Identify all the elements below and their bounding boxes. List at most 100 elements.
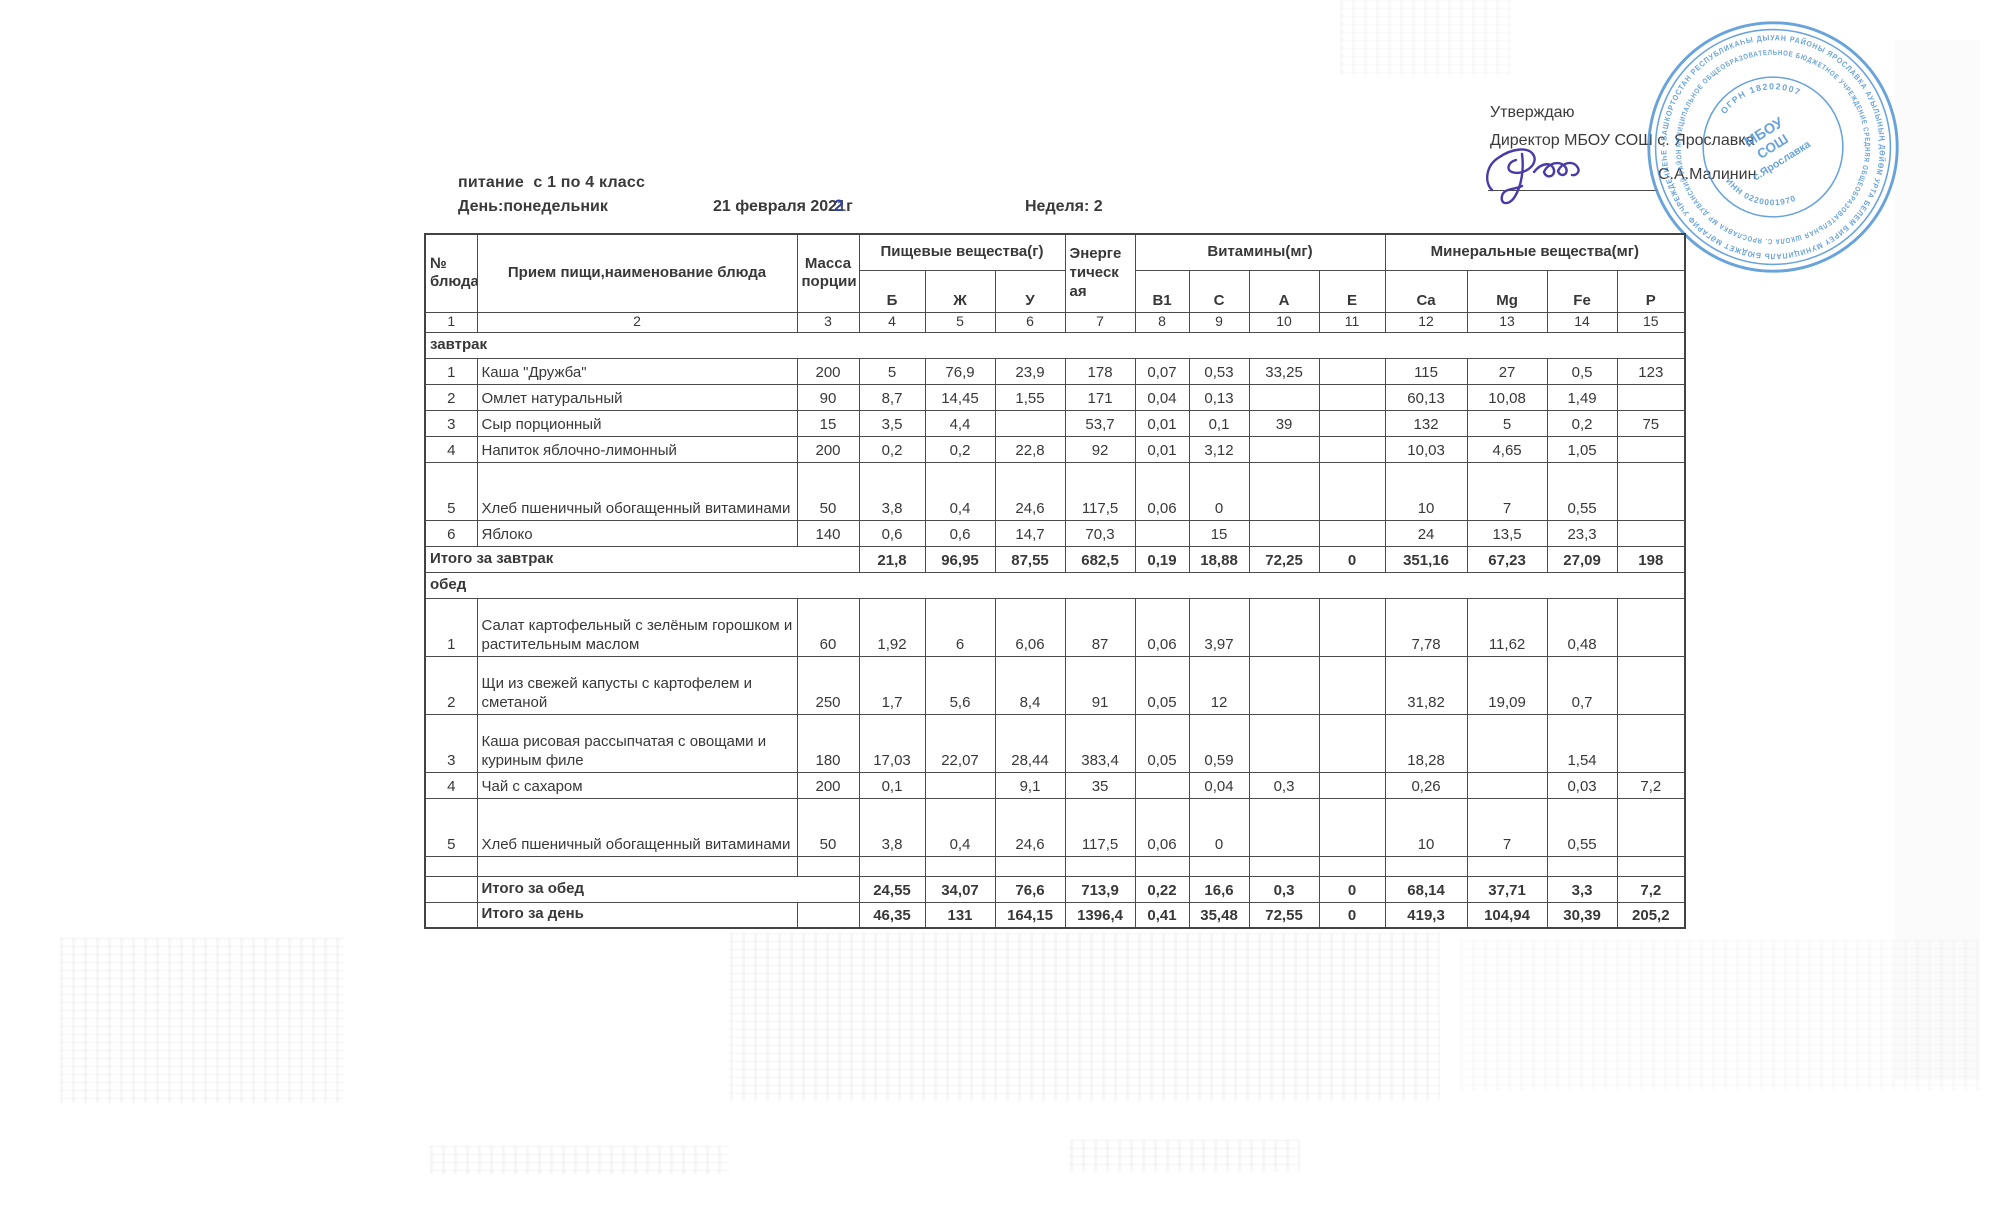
value-cell: 140 bbox=[796, 519, 860, 547]
total-value-cell: 35,48 bbox=[1188, 901, 1250, 929]
value-cell: 8,7 bbox=[858, 383, 926, 411]
value-cell bbox=[1248, 461, 1320, 521]
value-cell: 0,53 bbox=[1188, 357, 1250, 385]
value-cell: 0,06 bbox=[1134, 461, 1190, 521]
value-cell: 31,82 bbox=[1384, 655, 1468, 715]
empty-cell bbox=[1318, 855, 1386, 877]
total-value-cell: 0,19 bbox=[1134, 545, 1190, 573]
value-cell: 39 bbox=[1248, 409, 1320, 437]
value-cell: 14,7 bbox=[994, 519, 1066, 547]
total-value-cell: 0 bbox=[1318, 545, 1386, 573]
empty-cell bbox=[1188, 855, 1250, 877]
total-value-cell: 104,94 bbox=[1466, 901, 1548, 929]
value-cell: 60 bbox=[796, 597, 860, 657]
empty-cell bbox=[1384, 855, 1468, 877]
value-cell bbox=[1248, 383, 1320, 411]
scan-noise bbox=[1460, 940, 1980, 1090]
value-cell bbox=[1466, 713, 1548, 773]
date-line: День:понедельник 21 февраля 2021 2 г Недел… bbox=[458, 196, 1718, 222]
svg-text:СОШ: СОШ bbox=[1754, 131, 1791, 162]
col-header-fe: Fe bbox=[1546, 269, 1618, 313]
total-value-cell: 72,55 bbox=[1248, 901, 1320, 929]
value-cell bbox=[1616, 435, 1686, 463]
value-cell: 0,01 bbox=[1134, 435, 1190, 463]
total-row: Итого за обед 24,55 34,07 76,6 713,9 0,22 16,6… bbox=[424, 875, 1686, 903]
document-heading: питание с 1 по 4 класс День:понедельник … bbox=[458, 174, 1718, 222]
empty-cell bbox=[1248, 855, 1320, 877]
col-header-protein: Б bbox=[858, 269, 926, 313]
dish-row: 4 Чай с сахаром 200 0,1 9,1 35 0,04 0,3 0,26 0,03… bbox=[424, 771, 1686, 799]
total-value-cell: 37,71 bbox=[1466, 875, 1548, 903]
index-cell: 12 bbox=[1384, 311, 1468, 333]
value-cell: 383,4 bbox=[1064, 713, 1136, 773]
value-cell bbox=[1616, 597, 1686, 657]
value-cell bbox=[1318, 519, 1386, 547]
value-cell: 5,6 bbox=[924, 655, 996, 715]
total-label-cell: Итого за день bbox=[476, 901, 798, 929]
dish-row: 3 Каша рисовая рассыпчатая с овощами и ку… bbox=[424, 713, 1686, 773]
value-cell: 70,3 bbox=[1064, 519, 1136, 547]
value-cell: 35 bbox=[1064, 771, 1136, 799]
total-value-cell: 27,09 bbox=[1546, 545, 1618, 573]
total-value-cell: 0,3 bbox=[1248, 875, 1320, 903]
value-cell: 0,7 bbox=[1546, 655, 1618, 715]
value-cell bbox=[1616, 713, 1686, 773]
value-cell: 180 bbox=[796, 713, 860, 773]
dish-name-cell: Хлеб пшеничный обогащенный витаминами bbox=[476, 797, 798, 857]
total-value-cell: 0,41 bbox=[1134, 901, 1190, 929]
total-value-cell: 46,35 bbox=[858, 901, 926, 929]
total-label-cell: Итого за завтрак bbox=[424, 545, 860, 573]
value-cell bbox=[1318, 461, 1386, 521]
value-cell: 87 bbox=[1064, 597, 1136, 657]
dish-name-cell: Сыр порционный bbox=[476, 409, 798, 437]
total-value-cell: 205,2 bbox=[1616, 901, 1686, 929]
total-value-cell: 0,22 bbox=[1134, 875, 1190, 903]
value-cell: 90 bbox=[796, 383, 860, 411]
value-cell: 3,12 bbox=[1188, 435, 1250, 463]
value-cell: 0,5 bbox=[1546, 357, 1618, 385]
empty-cell bbox=[994, 855, 1066, 877]
total-label-cell: Итого за обед bbox=[476, 875, 860, 903]
total-value-cell: 16,6 bbox=[1188, 875, 1250, 903]
value-cell: 10 bbox=[1384, 461, 1468, 521]
value-cell: 1,49 bbox=[1546, 383, 1618, 411]
index-cell: 10 bbox=[1248, 311, 1320, 333]
svg-text:с.Ярославка: с.Ярославка bbox=[1751, 138, 1813, 183]
value-cell: 50 bbox=[796, 461, 860, 521]
blank-row bbox=[424, 855, 1686, 877]
total-value-cell: 34,07 bbox=[924, 875, 996, 903]
value-cell: 1,55 bbox=[994, 383, 1066, 411]
date-value: 21 февраля 2021 2 г bbox=[713, 196, 853, 216]
col-group-vitamins: Витамины(мг) bbox=[1134, 233, 1386, 271]
value-cell: 14,45 bbox=[924, 383, 996, 411]
index-cell: 11 bbox=[1318, 311, 1386, 333]
value-cell: 53,7 bbox=[1064, 409, 1136, 437]
value-cell: 10,03 bbox=[1384, 435, 1468, 463]
dish-number-cell: 4 bbox=[424, 771, 478, 799]
value-cell bbox=[1318, 655, 1386, 715]
dish-number-cell: 2 bbox=[424, 655, 478, 715]
value-cell: 22,07 bbox=[924, 713, 996, 773]
dish-name-cell: Щи из свежей капусты с картофелем и смет… bbox=[476, 655, 798, 715]
col-header-a: А bbox=[1248, 269, 1320, 313]
index-cell: 3 bbox=[796, 311, 860, 333]
total-value-cell: 96,95 bbox=[924, 545, 996, 573]
value-cell bbox=[1248, 655, 1320, 715]
empty-cell bbox=[424, 901, 478, 929]
total-value-cell: 21,8 bbox=[858, 545, 926, 573]
value-cell: 0,59 bbox=[1188, 713, 1250, 773]
value-cell bbox=[924, 771, 996, 799]
value-cell: 6 bbox=[924, 597, 996, 657]
value-cell: 1,92 bbox=[858, 597, 926, 657]
value-cell: 0,13 bbox=[1188, 383, 1250, 411]
value-cell: 76,9 bbox=[924, 357, 996, 385]
value-cell: 3,8 bbox=[858, 797, 926, 857]
value-cell: 115 bbox=[1384, 357, 1468, 385]
value-cell: 9,1 bbox=[994, 771, 1066, 799]
value-cell: 250 bbox=[796, 655, 860, 715]
col-group-minerals: Минеральные вещества(мг) bbox=[1384, 233, 1686, 271]
stamp-ogrn-text: ОГРН 18202007 bbox=[1719, 81, 1802, 116]
dish-row: 2 Омлет натуральный 90 8,7 14,45 1,55 171 0,04 0… bbox=[424, 383, 1686, 411]
empty-cell bbox=[1616, 855, 1686, 877]
